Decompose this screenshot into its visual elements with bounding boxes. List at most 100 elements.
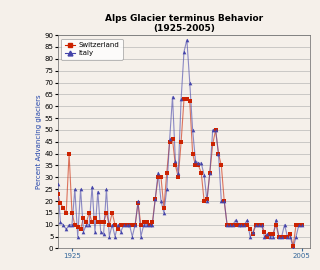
Point: [199, 161, 204, 165]
Point: [127, 222, 132, 227]
Point: [247, 227, 252, 232]
Point: [124, 222, 129, 227]
Point: [279, 234, 284, 239]
Point: [87, 211, 92, 215]
Point: [268, 232, 273, 236]
Point: [196, 161, 201, 165]
Point: [107, 222, 112, 227]
Point: [176, 175, 181, 180]
Point: [138, 234, 143, 239]
Point: [299, 222, 304, 227]
Point: [107, 234, 112, 239]
Point: [244, 222, 250, 227]
Point: [130, 222, 135, 227]
Point: [225, 222, 230, 227]
Point: [110, 222, 115, 227]
Point: [153, 197, 158, 201]
Title: Alps Glacier terminus Behavior
(1925-2005): Alps Glacier terminus Behavior (1925-200…: [105, 14, 263, 33]
Point: [110, 211, 115, 215]
Point: [285, 234, 290, 239]
Point: [118, 222, 124, 227]
Point: [95, 220, 100, 224]
Point: [193, 163, 198, 168]
Point: [244, 218, 250, 222]
Point: [216, 151, 221, 156]
Point: [121, 222, 126, 227]
Point: [279, 234, 284, 239]
Point: [64, 227, 69, 232]
Point: [210, 128, 215, 132]
Point: [150, 222, 155, 227]
Point: [259, 222, 264, 227]
Point: [288, 232, 293, 236]
Point: [158, 175, 164, 180]
Point: [207, 170, 212, 175]
Point: [262, 234, 267, 239]
Point: [67, 222, 72, 227]
Point: [61, 206, 66, 210]
Point: [78, 227, 83, 232]
Point: [144, 220, 149, 224]
Point: [285, 234, 290, 239]
Point: [104, 211, 109, 215]
Point: [273, 218, 278, 222]
Point: [193, 158, 198, 163]
Point: [95, 189, 100, 194]
Point: [90, 220, 95, 224]
Point: [141, 222, 146, 227]
Point: [256, 222, 261, 227]
Point: [170, 94, 175, 99]
Point: [124, 222, 129, 227]
Point: [161, 206, 166, 210]
Point: [202, 173, 207, 177]
Point: [101, 232, 106, 236]
Point: [113, 234, 118, 239]
Point: [78, 187, 83, 191]
Point: [156, 170, 161, 175]
Point: [253, 222, 258, 227]
Point: [291, 244, 296, 248]
Point: [75, 234, 80, 239]
Point: [173, 163, 178, 168]
Point: [55, 182, 60, 187]
Point: [270, 234, 276, 239]
Point: [222, 199, 227, 203]
Point: [299, 222, 304, 227]
Point: [293, 234, 299, 239]
Point: [242, 222, 247, 227]
Point: [92, 230, 98, 234]
Point: [247, 234, 252, 239]
Point: [181, 97, 187, 101]
Point: [253, 222, 258, 227]
Point: [196, 163, 201, 168]
Legend: Switzerland, Italy: Switzerland, Italy: [61, 39, 123, 60]
Point: [92, 215, 98, 220]
Point: [236, 222, 241, 227]
Point: [164, 187, 169, 191]
Point: [276, 234, 281, 239]
Point: [228, 222, 233, 227]
Point: [58, 220, 63, 224]
Point: [213, 128, 218, 132]
Point: [84, 220, 89, 224]
Point: [187, 99, 192, 104]
Point: [176, 170, 181, 175]
Point: [81, 215, 86, 220]
Point: [233, 218, 238, 222]
Point: [164, 170, 169, 175]
Point: [276, 234, 281, 239]
Point: [204, 197, 210, 201]
Point: [118, 230, 124, 234]
Point: [296, 222, 301, 227]
Point: [67, 151, 72, 156]
Point: [167, 140, 172, 144]
Point: [242, 222, 247, 227]
Point: [75, 225, 80, 229]
Point: [144, 222, 149, 227]
Point: [179, 140, 184, 144]
Point: [259, 222, 264, 227]
Point: [173, 158, 178, 163]
Point: [239, 222, 244, 227]
Point: [288, 234, 293, 239]
Point: [127, 222, 132, 227]
